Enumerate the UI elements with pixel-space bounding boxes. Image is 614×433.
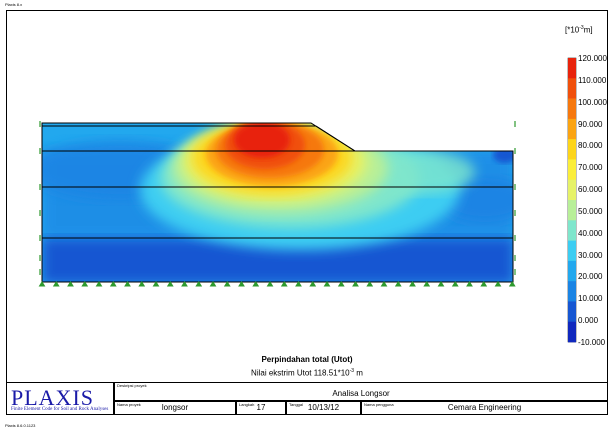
fixity-marker [394,281,402,287]
colorbar-cell [568,220,576,241]
fixity-marker [181,281,188,287]
colorbar-cell [568,240,576,262]
colorbar-cell [568,179,576,201]
fixity-marker [494,281,502,287]
fixity-marker [437,281,445,287]
plot-caption-extreme: Nilai ekstrim Utot 118.51*10-3 m [251,368,363,378]
colorbar-cell [568,118,576,140]
legend-colorbar [567,57,577,343]
plot-caption-title: Perpindahan total (Utot) [261,355,353,364]
fixity-marker [152,281,160,287]
legend-label: 70.000 [578,163,603,173]
fixity-marker [508,281,516,287]
fixity-marker [52,281,60,287]
legend-label: 110.000 [578,75,607,85]
fixity-marker [380,281,388,287]
fixity-marker [138,281,146,287]
logo-subtitle: Finite Element Code for Soil and Rock An… [11,407,109,412]
fixity-marker [451,281,459,287]
contour-field [42,123,513,282]
title-block-project: Nama proyek longsor [114,401,236,415]
colorbar-cell [568,78,576,99]
fixity-marker [209,281,217,287]
legend-label: 60.000 [578,185,603,195]
colorbar-cell [568,58,576,79]
colorbar-cell [568,200,576,221]
fixity-marker [95,281,103,287]
fixity-marker [352,281,359,287]
boundary-fixities [38,121,516,287]
fixity-marker [295,281,302,287]
fixity-marker [238,281,245,287]
legend-label: 120.000 [578,54,607,63]
colorbar-cell [568,98,576,120]
legend-label: 40.000 [578,228,603,238]
fixity-marker [466,281,473,287]
fixity-marker [337,281,345,287]
colorbar-cell [568,281,576,302]
fixity-marker [195,281,203,287]
title-block-step: Langkah 17 [236,401,286,415]
fixity-marker [81,281,89,287]
colorbar-cell [568,159,576,181]
fixity-marker [423,281,431,287]
plaxis-logo: PLAXIS Finite Element Code for Soil and … [6,382,114,415]
legend-unit: [*10-3m] [565,25,593,35]
title-block-description: Deskripsi proyek Analisa Longsor [114,382,608,401]
legend-label: 30.000 [578,250,603,260]
colorbar-cell [568,139,576,160]
fixity-marker [166,281,174,287]
legend-label: 20.000 [578,272,603,282]
legend-label: 90.000 [578,119,603,129]
fixity-marker [366,281,374,287]
fixity-marker [409,281,416,287]
fixity-marker [252,281,260,287]
fixity-marker [266,281,274,287]
fixity-marker [38,281,46,287]
legend-label: 100.000 [578,97,607,107]
version-footer: Plaxis 8.6.0.1123 [5,423,36,428]
title-block-date: Tanggal 10/13/12 [286,401,361,415]
title-block-user: Nama pengguna Cemara Engineering [361,401,608,415]
legend-label: 80.000 [578,141,603,151]
colorbar-cell [568,301,576,323]
fixity-marker [323,281,331,287]
fixity-marker [309,281,317,287]
fixity-marker [480,281,488,287]
fixity-marker [280,281,288,287]
fixity-marker [109,281,117,287]
legend-label: -10.000 [578,338,606,347]
app-title: Plaxis 8.x [5,2,23,7]
colorbar-cell [568,260,576,282]
colorbar-cell [568,321,576,343]
legend-label: 50.000 [578,206,603,216]
legend-label: 10.000 [578,294,603,304]
fixity-marker [67,281,74,287]
fixity-marker [124,281,131,287]
fixity-marker [223,281,231,287]
legend-label: 0.000 [578,316,599,326]
